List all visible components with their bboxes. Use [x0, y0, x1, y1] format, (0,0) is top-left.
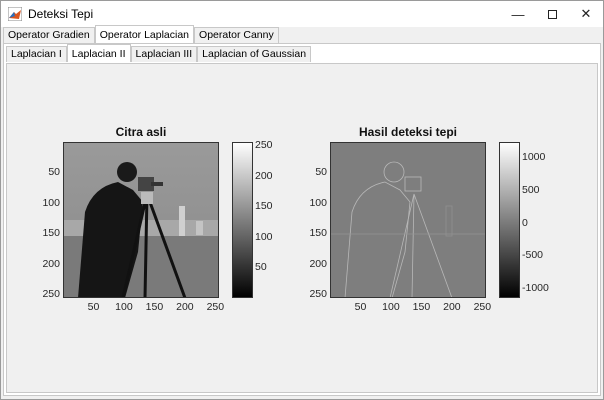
close-icon: ✕ [580, 6, 592, 21]
colorbar-tick-label: 1000 [522, 151, 546, 164]
colorbar-tick-label: 500 [522, 183, 540, 196]
colorbar-tick-label: 100 [255, 230, 273, 243]
x-tick-label: 250 [473, 301, 492, 313]
colorbar-tick-label: 150 [255, 200, 273, 213]
close-button[interactable]: ✕ [569, 1, 603, 27]
x-tick-label: 150 [412, 301, 431, 313]
x-tick-label: 200 [176, 301, 194, 313]
y-tick-label: 200 [309, 257, 327, 270]
main-tabs: Operator Gradien Operator Laplacian Oper… [3, 25, 279, 43]
axes-title-edge: Hasil deteksi tepi [358, 125, 458, 139]
colorbar-tick-label: 200 [255, 169, 273, 182]
y-tick-label: 50 [48, 166, 60, 179]
colorbar-tick-label: -1000 [522, 282, 549, 295]
y-tick-label: 250 [309, 288, 327, 301]
tab-operator-canny[interactable]: Operator Canny [194, 27, 279, 43]
colorbar-tick-label: -500 [522, 249, 544, 262]
title-bar: Deteksi Tepi — ✕ [1, 1, 603, 27]
y-tick-label: 100 [309, 196, 327, 209]
maximize-button[interactable] [535, 1, 569, 27]
x-tick-label: 200 [443, 301, 461, 313]
sub-tabs: Laplacian I Laplacian II Laplacian III L… [6, 44, 312, 63]
x-tick-label: 50 [354, 301, 367, 313]
original-image [63, 142, 219, 298]
x-tick-label: 150 [145, 301, 164, 313]
minimize-icon: — [511, 6, 525, 22]
tab-operator-gradien[interactable]: Operator Gradien [3, 27, 95, 43]
x-tick-label: 250 [206, 301, 225, 313]
matlab-icon [8, 7, 22, 21]
axes-frame-original [63, 142, 219, 298]
tab-laplacian-2[interactable]: Laplacian II [66, 44, 131, 62]
x-tick-label: 100 [115, 301, 133, 313]
colorbar-tick-label: 0 [522, 216, 528, 229]
tab-operator-laplacian[interactable]: Operator Laplacian [94, 25, 195, 43]
minimize-button[interactable]: — [501, 1, 535, 27]
y-tick-label: 200 [42, 257, 60, 270]
y-tick-label: 150 [309, 227, 327, 240]
x-tick-label: 100 [382, 301, 400, 313]
tab-laplacian-3[interactable]: Laplacian III [130, 46, 198, 62]
tab-laplacian-1[interactable]: Laplacian I [6, 46, 67, 62]
window-title: Deteksi Tepi [28, 7, 94, 21]
tab-laplacian-of-gaussian[interactable]: Laplacian of Gaussian [197, 46, 312, 62]
axes-title-original: Citra asli [115, 125, 167, 139]
colorbar-tick-label: 50 [255, 261, 267, 274]
y-tick-label: 250 [42, 288, 60, 301]
y-tick-label: 50 [315, 166, 327, 179]
colorbar-edge [499, 142, 520, 298]
edge-image [330, 142, 486, 298]
colorbar-tick-label: 250 [255, 139, 273, 152]
colorbar-original [232, 142, 253, 298]
y-tick-label: 100 [42, 196, 60, 209]
maximize-icon [547, 9, 557, 19]
y-tick-label: 150 [42, 227, 60, 240]
axes-frame-edge [330, 142, 486, 298]
x-tick-label: 50 [87, 301, 100, 313]
